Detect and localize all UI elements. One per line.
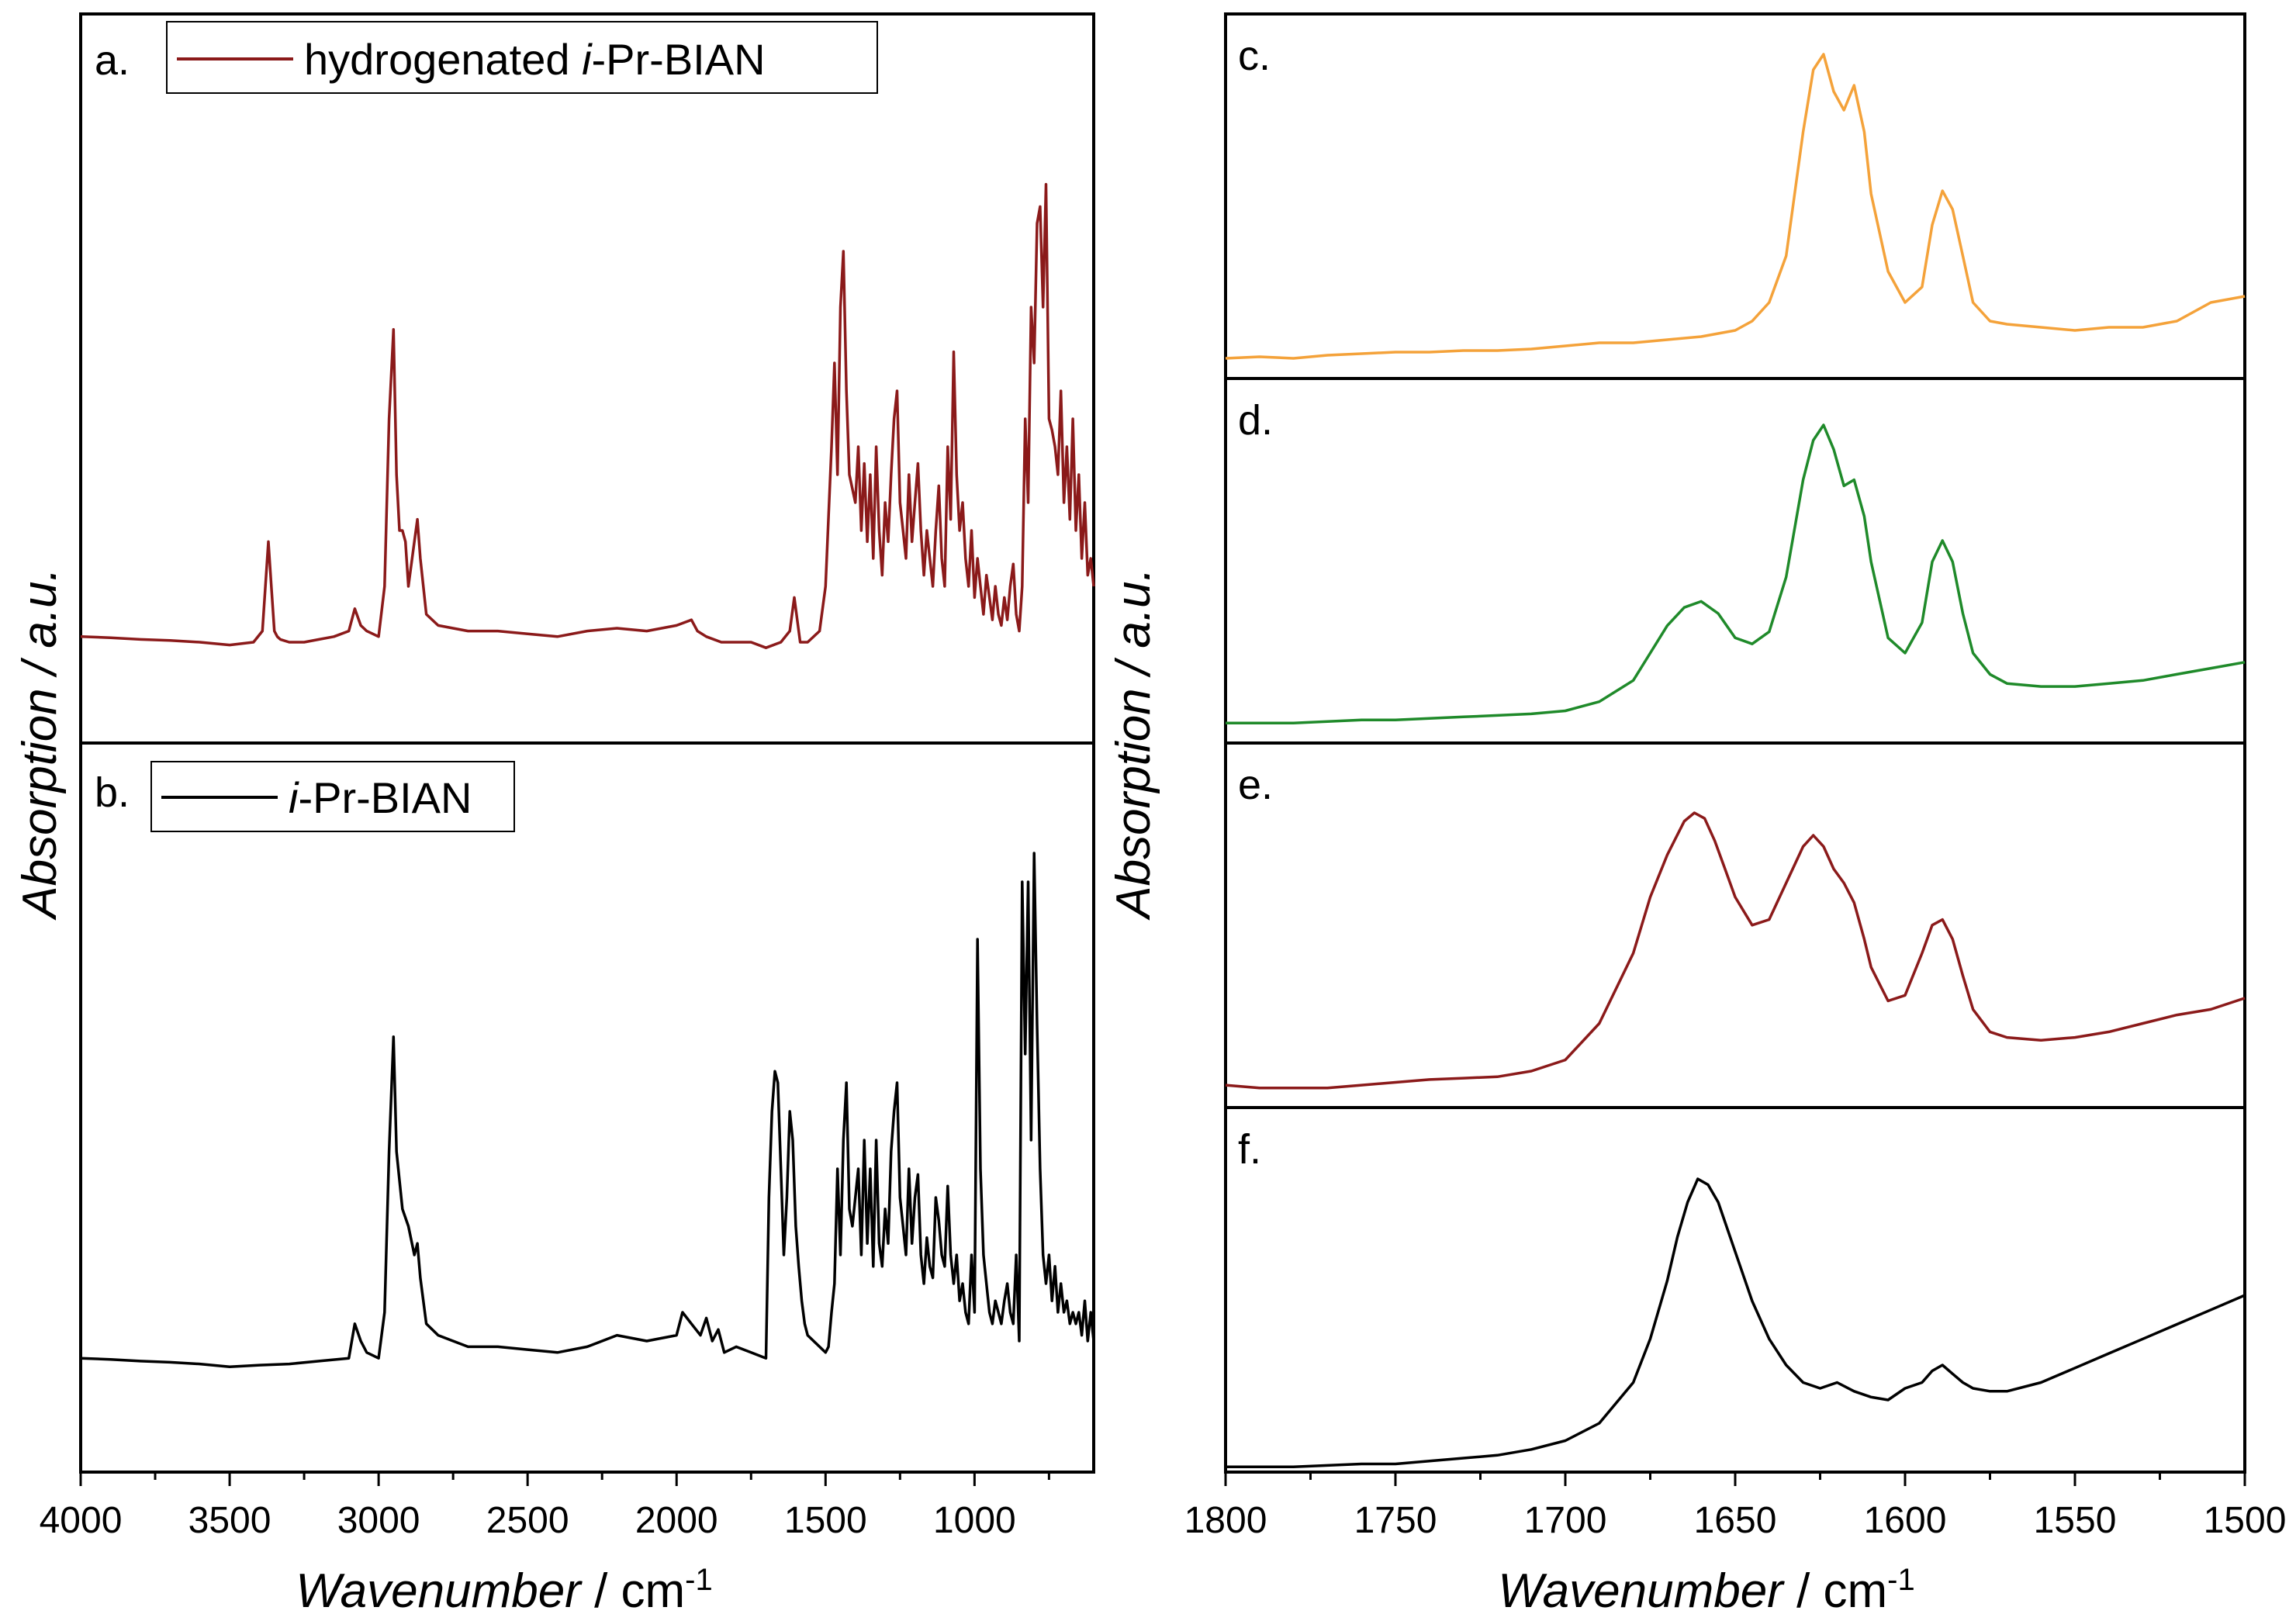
x-right-tick-label: 1800	[1184, 1500, 1267, 1541]
x-left-tick-label: 3000	[337, 1500, 420, 1541]
x-right-tick-label: 1750	[1354, 1500, 1437, 1541]
series-b-line	[80, 852, 1095, 1369]
x-axis-left: 4000 3500 3000 2500 2000 1500 1000	[40, 1472, 1050, 1541]
legend-b-text: i-Pr-BIAN	[289, 773, 472, 822]
legend-b-suffix: -Pr-BIAN	[298, 773, 472, 822]
x-left-tick-label: 2500	[486, 1500, 569, 1541]
x-left-tick-label: 3500	[188, 1500, 271, 1541]
x-left-tick-label: 2000	[635, 1500, 718, 1541]
x-axis-title-right-italic: Wavenumber	[1498, 1564, 1785, 1618]
x-axis-title-left: Wavenumber / cm-1	[296, 1563, 713, 1618]
panel-e-label: e.	[1238, 762, 1273, 808]
x-left-tick-label: 1000	[933, 1500, 1016, 1541]
series-f-line	[1226, 1177, 2246, 1469]
panel-f-label: f.	[1238, 1126, 1261, 1173]
legend-b: i-Pr-BIAN	[150, 761, 515, 832]
series-d-line	[1226, 423, 2246, 724]
x-axis-title-left-sup: -1	[685, 1563, 713, 1597]
legend-a-prefix: hydrogenated	[304, 35, 582, 84]
x-right-tick-label: 1550	[2034, 1500, 2117, 1541]
x-right-tick-label: 1700	[1524, 1500, 1607, 1541]
y-axis-title-left-text: Absorption / a.u.	[13, 568, 67, 921]
x-axis-title-left-italic: Wavenumber	[296, 1564, 583, 1618]
x-axis-title-right-rest: / cm	[1783, 1564, 1887, 1618]
x-axis-right: 1800 1750 1700 1650 1600 1550 1500	[1184, 1472, 2287, 1541]
x-right-tick-label: 1600	[1864, 1500, 1947, 1541]
y-axis-title-right: Absorption / a.u.	[1107, 568, 1160, 921]
x-left-tick-label: 1500	[784, 1500, 867, 1541]
legend-a-suffix: -Pr-BIAN	[592, 35, 766, 84]
legend-b-italic: i	[289, 773, 299, 822]
legend-a-text: hydrogenated i-Pr-BIAN	[304, 35, 766, 84]
series-c-line	[1225, 53, 2246, 360]
x-axis-title-right-sup: -1	[1887, 1563, 1915, 1597]
x-left-tick-label: 4000	[40, 1500, 123, 1541]
legend-a-italic: i	[582, 35, 593, 84]
legend-a: hydrogenated i-Pr-BIAN	[166, 21, 878, 94]
series-e-line	[1225, 811, 2246, 1090]
x-right-tick-label: 1650	[1694, 1500, 1777, 1541]
panel-c-label: c.	[1238, 33, 1271, 79]
x-right-tick-label: 1500	[2204, 1500, 2287, 1541]
y-axis-title-right-text: Absorption / a.u.	[1107, 568, 1160, 921]
x-axis-title-left-rest: / cm	[581, 1564, 685, 1618]
panel-b-frame	[79, 741, 1095, 1474]
panel-b-label: b.	[95, 769, 130, 816]
x-axis-title-right: Wavenumber / cm-1	[1498, 1563, 1915, 1618]
y-axis-title-left: Absorption / a.u.	[13, 568, 67, 921]
panel-d-label: d.	[1238, 397, 1273, 444]
series-a-line	[80, 182, 1095, 649]
panel-a-label: a.	[95, 37, 130, 84]
